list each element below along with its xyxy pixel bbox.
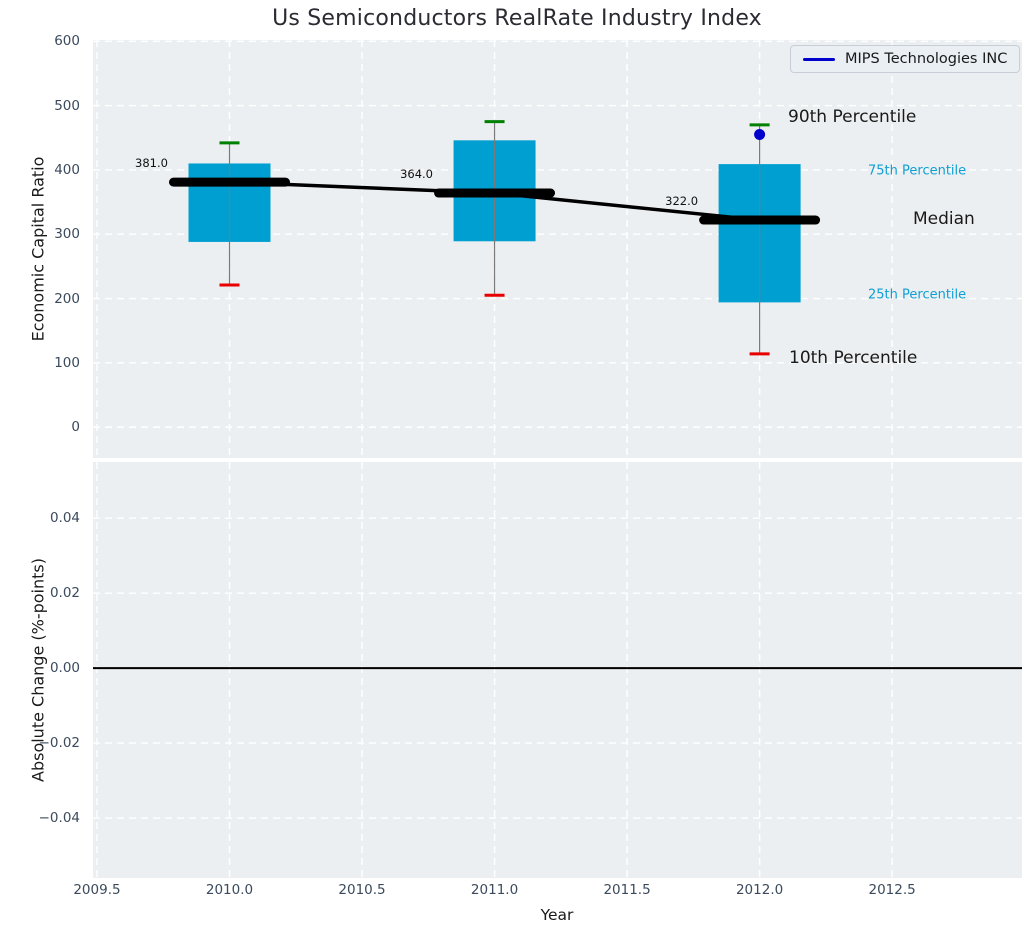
y-tick-label-bottom: 0.00 [49, 660, 80, 677]
y-tick-label-bottom: −0.04 [38, 810, 80, 827]
legend-label: MIPS Technologies INC [845, 51, 1008, 67]
y-axis-label-top: Economic Capital Ratio [28, 156, 48, 342]
legend-line-sample [803, 57, 835, 61]
company-data-point [754, 129, 766, 141]
top-axes-background [93, 40, 1022, 458]
x-tick-label: 2010.0 [205, 882, 254, 898]
y-tick-label-top: 300 [54, 226, 80, 243]
x-tick-label: 2011.0 [470, 882, 519, 898]
y-tick-label-bottom: 0.04 [49, 510, 80, 527]
y-tick-label-top: 100 [54, 354, 80, 371]
y-tick-label-top: 200 [54, 290, 80, 307]
y-tick-label-top: 400 [54, 161, 80, 178]
x-tick-label: 2009.5 [73, 882, 121, 898]
median-value-label: 381.0 [135, 156, 168, 171]
annotation-25th-percentile: 25th Percentile [868, 287, 967, 303]
annotation-75th-percentile: 75th Percentile [868, 163, 967, 179]
y-tick-label-bottom: 0.02 [49, 585, 80, 602]
x-tick-label: 2012.5 [868, 882, 916, 898]
x-axis-label: Year [540, 906, 574, 924]
chart-title: Us Semiconductors RealRate Industry Inde… [272, 6, 762, 31]
median-value-label: 364.0 [400, 167, 434, 182]
annotation-median: Median [913, 209, 975, 229]
y-tick-label-top: 600 [54, 33, 80, 50]
bottom-axes-background [93, 462, 1022, 878]
x-tick-label: 2011.5 [603, 882, 651, 898]
y-tick-label-top: 0 [71, 419, 80, 436]
y-tick-label-top: 500 [54, 97, 80, 114]
y-tick-label-bottom: −0.02 [38, 735, 80, 752]
legend: MIPS Technologies INC [790, 45, 1021, 73]
annotation-90th-percentile: 90th Percentile [788, 107, 917, 127]
x-tick-label: 2010.5 [338, 882, 386, 898]
x-tick-label: 2012.0 [735, 882, 784, 898]
annotation-10th-percentile: 10th Percentile [789, 348, 918, 368]
median-value-label: 322.0 [665, 194, 699, 209]
